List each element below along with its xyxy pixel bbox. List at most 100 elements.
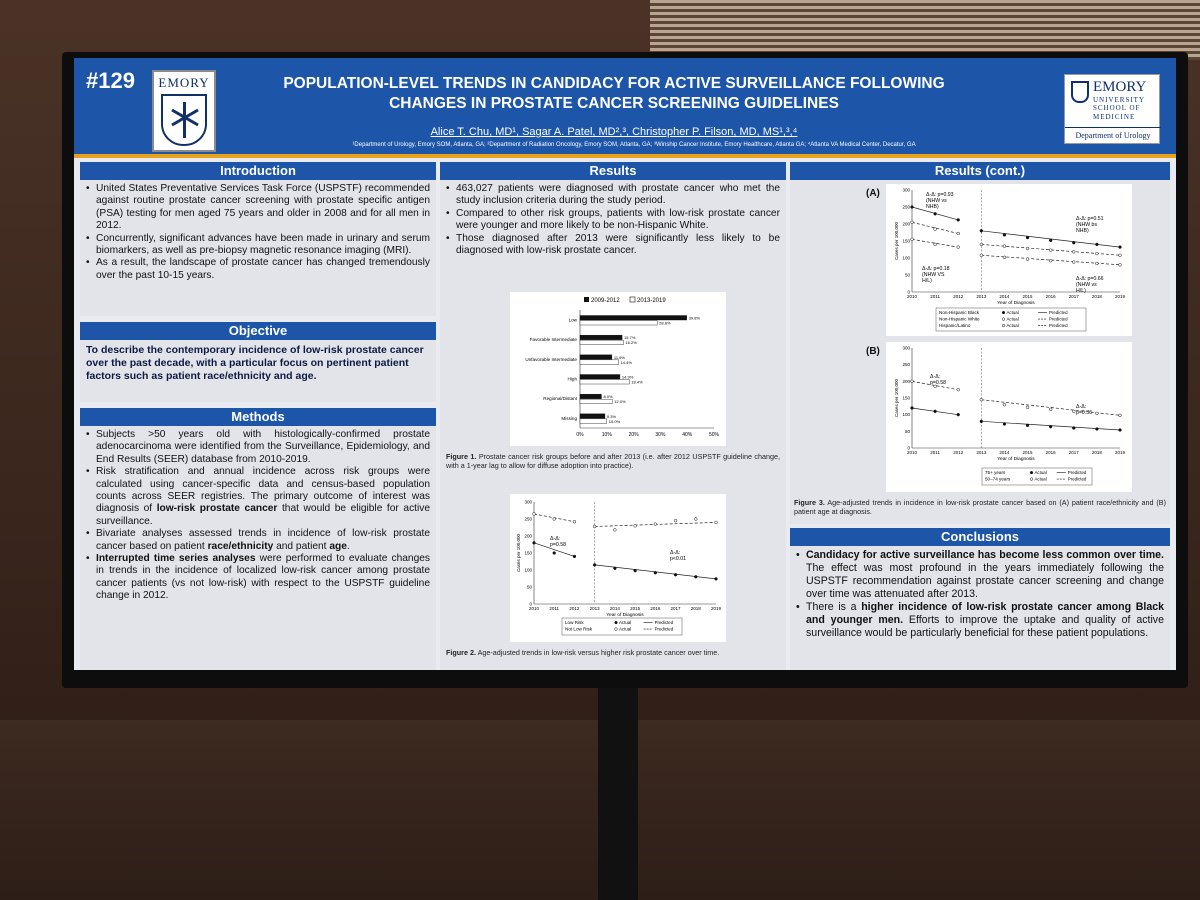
y-axis-title: Cases per 100,000 <box>894 221 899 260</box>
methods-item: Interrupted time series analyses were pe… <box>86 553 430 603</box>
data-point <box>956 413 960 417</box>
panel-b-label: (B) <box>866 346 880 357</box>
trend-line-pre <box>911 238 959 248</box>
data-point <box>933 242 937 247</box>
methods-item: Risk stratification and annual incidence… <box>86 466 430 528</box>
x-tick-label: 2017 <box>1069 294 1080 299</box>
legend-predicted-label: Predicted <box>655 620 674 625</box>
intro-item: As a result, the landscape of prostate c… <box>86 257 430 282</box>
data-point <box>1095 261 1099 266</box>
annotation-label: Δ-Δ: <box>670 550 680 556</box>
data-point <box>1072 409 1076 413</box>
data-point <box>613 528 617 532</box>
annotation-label: NHB) <box>926 204 939 210</box>
data-point <box>910 237 914 241</box>
conclusion-text: The effect was most profound in the year… <box>806 562 1164 600</box>
x-tick-label: 2019 <box>711 606 722 611</box>
legend-marker <box>614 627 618 631</box>
data-point <box>910 406 914 410</box>
left-logo-wordmark: EMORY <box>158 75 210 90</box>
legend-predicted-label: Predicted <box>655 627 674 632</box>
annotation-label: (NHW vs <box>926 198 947 204</box>
x-tick-label: 2013 <box>976 450 987 455</box>
methods-item: Subjects >50 years old with histological… <box>86 429 430 466</box>
x-tick-label: 10% <box>602 432 613 438</box>
figure-2: 0 50 100 150 200 250 300 2010 2011 2012 2013 2014 20… <box>510 494 726 642</box>
annotation-label: (NHW bs <box>1076 222 1097 228</box>
x-tick-label: 2012 <box>953 294 964 299</box>
data-point <box>633 569 637 573</box>
column-right: Results (cont.) (A) 0 50 100 150 200 250 300 20… <box>790 162 1170 670</box>
data-point <box>1118 413 1122 417</box>
data-point <box>1002 233 1007 237</box>
figure-3b: 0 50 100 150 200 250 300 2010 2011 2012 2013 2014 20… <box>886 342 1132 492</box>
x-tick-label: 40% <box>682 432 693 438</box>
x-axis-title: Year of Diagnosis <box>997 300 1035 306</box>
authors-text: Alice T. Chu, MD¹, Sagar A. Patel, MD²,³… <box>430 126 798 138</box>
title-line-1: POPULATION-LEVEL TRENDS IN CANDIDACY FOR… <box>283 75 945 92</box>
data-point <box>653 522 657 526</box>
x-tick-label: 2012 <box>569 606 580 611</box>
x-tick-label: 2015 <box>1023 294 1034 299</box>
y-axis-title: Cases per 100,000 <box>516 533 521 572</box>
x-tick-label: 2010 <box>907 450 918 455</box>
shield-icon <box>161 94 207 146</box>
y-tick-label: 300 <box>524 500 532 505</box>
x-tick-label: 2016 <box>650 606 661 611</box>
data-point <box>933 227 937 231</box>
legend-label: 2013-2019 <box>637 298 666 304</box>
affiliations: ¹Department of Urology, Emory SOM, Atlan… <box>352 142 916 148</box>
trend-line-pre <box>911 380 959 391</box>
annotation-label: Δ-Δ: p=0.66 <box>1076 276 1104 282</box>
x-tick-label: 2016 <box>1046 450 1057 455</box>
legend-marker <box>1029 477 1034 481</box>
window-blinds <box>650 0 1200 60</box>
y-tick-label: 100 <box>902 256 910 261</box>
data-point <box>1072 260 1076 264</box>
y-tick-label: 50 <box>905 273 911 278</box>
data-point <box>1025 257 1030 261</box>
legend-label: 2009-2012 <box>591 298 620 304</box>
bar <box>579 413 606 419</box>
y-tick-label: 0 <box>907 446 910 451</box>
data-point <box>633 524 637 528</box>
bar <box>579 379 630 385</box>
y-tick-label: 250 <box>902 205 910 210</box>
figure-2-chart: 0 50 100 150 200 250 300 2010 2011 2012 2013 2014 20… <box>516 500 722 636</box>
bar-value-label: 14.4% <box>621 360 633 365</box>
annotation-label: Δ-Δ: <box>550 536 560 542</box>
bar-value-label: 9.3% <box>607 414 617 419</box>
bar-value-label: 28.8% <box>659 321 671 326</box>
caption-label: Figure 3. <box>794 498 825 507</box>
legend-actual-label: Actual <box>619 627 631 632</box>
data-point <box>714 520 718 525</box>
data-point <box>1095 242 1099 247</box>
logo-school-line2: MEDICINE <box>1093 113 1136 121</box>
category-label: Favorable Intermediate <box>530 337 578 342</box>
data-point <box>1049 248 1053 252</box>
x-tick-label: 2012 <box>953 450 964 455</box>
legend-box <box>561 617 683 636</box>
legend-label: Non-Hispanic Black <box>939 310 980 315</box>
figure-1-chart: 2009-2012 2013-2019 0% 10% 20% 30% 40% 50% Low 39… <box>525 296 720 438</box>
data-point <box>1025 423 1030 427</box>
annotation-label: p=0.58 <box>550 542 566 548</box>
legend-swatch-2013-2019 <box>629 296 636 303</box>
conclusion-text: There is a <box>806 601 862 613</box>
legend-label: 75+ years <box>985 470 1006 475</box>
figure-3a: 0 50 100 150 200 250 300 2010 2011 2012 2013 2014 20… <box>886 184 1132 336</box>
methods-text: . <box>346 540 350 552</box>
y-tick-label: 150 <box>902 239 910 244</box>
x-tick-label: 2010 <box>529 606 540 611</box>
data-point <box>572 520 577 524</box>
x-tick-label: 2014 <box>999 450 1010 455</box>
legend-actual-label: Actual <box>1007 317 1019 322</box>
bar <box>579 359 619 365</box>
poster-title: POPULATION-LEVEL TRENDS IN CANDIDACY FOR… <box>224 74 1004 114</box>
annotation-label: Δ-Δ: <box>930 374 940 380</box>
figure-3-caption: Figure 3. Age-adjusted trends in inciden… <box>794 498 1166 516</box>
introduction-heading: Introduction <box>80 162 436 180</box>
data-point <box>979 398 983 402</box>
annotation-label: H/L) <box>922 278 932 284</box>
figure-3a-chart: 0 50 100 150 200 250 300 2010 2011 2012 2013 2014 20… <box>894 188 1126 332</box>
